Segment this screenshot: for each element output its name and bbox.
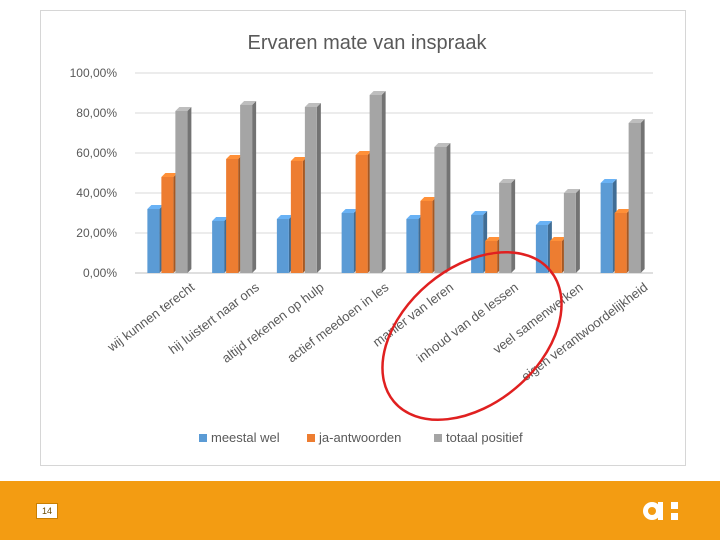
- bar-meestal-wel: [276, 215, 293, 273]
- bar-ja-antwoorden: [161, 173, 178, 273]
- bar-totaal-positief: [499, 179, 516, 273]
- x-category-label: eigen verantwoordelijkheid: [518, 279, 650, 384]
- bar-totaal-positief: [369, 91, 386, 273]
- legend-swatch: [434, 434, 442, 442]
- page-number: 14: [36, 503, 58, 519]
- bar-totaal-positief: [628, 119, 645, 273]
- bar-totaal-positief: [563, 189, 580, 273]
- brand-logo-icon: [643, 502, 678, 520]
- bar-ja-antwoorden: [355, 151, 372, 273]
- bar-meestal-wel: [406, 215, 423, 273]
- bar-ja-antwoorden: [226, 155, 243, 273]
- bar-meestal-wel: [471, 211, 488, 273]
- bar-ja-antwoorden: [549, 237, 566, 273]
- bar-meestal-wel: [147, 205, 164, 273]
- legend-item-totaal-positief: totaal positief: [434, 430, 523, 445]
- bar-totaal-positief: [240, 101, 257, 273]
- bar-meestal-wel: [600, 179, 617, 273]
- legend-label: meestal wel: [211, 430, 280, 445]
- chart-title: Ervaren mate van inspraak: [247, 32, 487, 54]
- footer-bar: [0, 481, 720, 540]
- chart-frame: Ervaren mate van inspraak 0,00% 20,00% 40,…: [40, 10, 686, 466]
- legend-label: ja-antwoorden: [318, 430, 401, 445]
- bar-ja-antwoorden: [290, 157, 307, 273]
- bar-totaal-positief: [304, 103, 321, 273]
- legend-swatch: [307, 434, 315, 442]
- bar-meestal-wel: [341, 209, 358, 273]
- y-tick-label: 40,00%: [76, 186, 117, 200]
- bar-totaal-positief: [434, 143, 451, 273]
- legend-label: totaal positief: [446, 430, 523, 445]
- y-tick-label: 100,00%: [70, 66, 118, 80]
- bar-totaal-positief: [175, 107, 192, 273]
- highlight-ellipse: [381, 251, 563, 421]
- annotation-layer: [381, 251, 563, 421]
- bar-meestal-wel: [212, 217, 229, 273]
- bars: [147, 91, 645, 273]
- legend-item-ja-antwoorden: ja-antwoorden: [307, 430, 401, 445]
- y-tick-label: 60,00%: [76, 146, 117, 160]
- bar-ja-antwoorden: [614, 209, 631, 273]
- y-axis-ticks: 0,00% 20,00% 40,00% 60,00% 80,00% 100,00%: [70, 66, 118, 280]
- y-tick-label: 80,00%: [76, 106, 117, 120]
- bar-chart: Ervaren mate van inspraak 0,00% 20,00% 40,…: [70, 32, 653, 445]
- legend: meestal wel ja-antwoorden totaal positief: [199, 430, 523, 445]
- y-tick-label: 0,00%: [83, 266, 117, 280]
- y-tick-label: 20,00%: [76, 226, 117, 240]
- bar-ja-antwoorden: [420, 197, 437, 273]
- legend-item-meestal-wel: meestal wel: [199, 430, 280, 445]
- legend-swatch: [199, 434, 207, 442]
